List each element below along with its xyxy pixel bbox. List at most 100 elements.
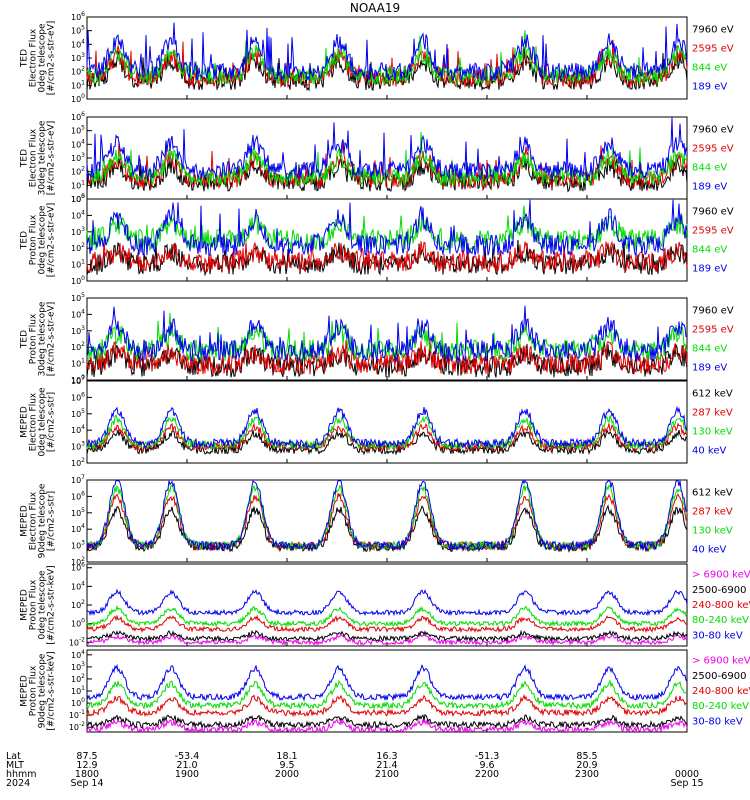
- footer-row-label: Lat: [6, 751, 21, 762]
- y-tick-label: 104: [71, 649, 85, 660]
- y-tick-label: 105: [71, 408, 85, 419]
- y-tick-label: 105: [71, 25, 85, 36]
- legend-entry: 7960 eV: [692, 207, 734, 218]
- footer-cell: 18.1: [276, 751, 297, 762]
- panel-4: 105 104 103 102 101 100 TEDProton Flux30deg te…: [20, 292, 734, 385]
- legend-entry: 30-80 keV: [692, 630, 743, 641]
- y-tick-label: 102: [71, 556, 85, 567]
- panel-2: 106 105 104 103 102 101 100 TEDElectron Flux30d…: [20, 111, 734, 204]
- y-tick-label: 102: [71, 341, 85, 352]
- y-tick-label: 101: [71, 358, 85, 369]
- footer-cell: 87.5: [76, 751, 97, 762]
- panel-3: 105 104 103 102 101 100 TEDProton Flux0deg tel…: [20, 193, 734, 286]
- y-tick-label: 103: [71, 540, 85, 551]
- series-0-trace: [86, 237, 688, 277]
- legend-entry: 612 keV: [692, 488, 733, 499]
- y-axis-label: TEDElectron Flux0deg telescope[#/cm2-s-s…: [20, 21, 57, 96]
- footer-cell: 2000: [275, 769, 299, 780]
- series-4-trace: [86, 588, 688, 617]
- footer-cell: 2200: [475, 769, 499, 780]
- footer-cell: Sep 14: [70, 778, 103, 789]
- legend-entry: 2595 eV: [692, 44, 734, 55]
- footer-row-label: MLT: [6, 760, 24, 771]
- series-3-trace: [86, 117, 688, 180]
- series-3-trace: [86, 604, 688, 628]
- series-2-trace: [87, 312, 688, 363]
- legend-entry: 2500-6900: [692, 671, 747, 682]
- y-axis-label: TEDElectron Flux30deg telescope[#/cm2-s-…: [20, 120, 57, 195]
- series-1-trace: [86, 629, 688, 643]
- y-tick-label: 100: [71, 193, 85, 204]
- y-axis-label: TEDProton Flux30deg telescope[#/cm2-s-st…: [20, 301, 57, 376]
- series-4-trace: [86, 663, 688, 702]
- y-axis-label: MEPEDElectron Flux90deg telescope[#/cm2-…: [20, 483, 57, 558]
- y-tick-label: 105: [71, 507, 85, 518]
- footer-cell: 21.4: [376, 760, 397, 771]
- legend-entry: > 6900 keV: [692, 570, 750, 581]
- y-tick-label: 104: [71, 523, 85, 534]
- y-tick-label: 100: [71, 618, 85, 629]
- footer-cell: 85.5: [576, 751, 597, 762]
- y-tick-label: 106: [71, 562, 85, 573]
- chart-title: NOAA19: [350, 1, 400, 15]
- y-tick-label: 102: [71, 166, 85, 177]
- y-tick-label: 100: [71, 275, 85, 286]
- legend-entry: 287 keV: [692, 507, 733, 518]
- y-tick-label: 107: [71, 474, 85, 485]
- series-2-trace: [86, 614, 688, 634]
- y-tick-label: 103: [71, 441, 85, 452]
- y-tick-label: 106: [71, 490, 85, 501]
- footer-cell: 2100: [375, 769, 399, 780]
- y-tick-label: 107: [71, 375, 85, 386]
- series-2-trace: [86, 131, 688, 188]
- legend-entry: 844 eV: [692, 245, 727, 256]
- legend-entry: 189 eV: [692, 264, 727, 275]
- footer-row-label: 2024: [6, 778, 30, 789]
- y-tick-label: 102: [71, 673, 85, 684]
- footer-cell: 9.5: [279, 760, 294, 771]
- legend-entry: 130 keV: [692, 427, 733, 438]
- y-tick-label: 104: [71, 424, 85, 435]
- y-tick-label: 104: [71, 580, 85, 591]
- y-tick-label: 100: [71, 93, 85, 104]
- legend-entry: 2500-6900: [692, 585, 747, 596]
- y-tick-label: 102: [71, 457, 85, 468]
- legend-entry: 287 keV: [692, 408, 733, 419]
- y-tick-label: 105: [71, 193, 85, 204]
- series-1-trace: [86, 240, 688, 273]
- y-tick-label: 104: [71, 138, 85, 149]
- legend-entry: 189 eV: [692, 363, 727, 374]
- footer-cell: 1800: [75, 769, 99, 780]
- series-0-trace: [86, 633, 688, 647]
- panel-7: 106 104 102 100 10-2 MEPEDProton Flux0deg tel…: [20, 562, 750, 648]
- legend-entry: 844 eV: [692, 63, 727, 74]
- y-tick-label: 102: [71, 66, 85, 77]
- y-tick-label: 105: [71, 125, 85, 136]
- y-tick-label: 103: [71, 152, 85, 163]
- footer-cell: 1900: [175, 769, 199, 780]
- footer-row-label: hhmm: [6, 769, 37, 780]
- footer-cell: Sep 15: [670, 778, 703, 789]
- series-2-trace: [86, 205, 688, 252]
- y-tick-label: 102: [71, 242, 85, 253]
- y-tick-label: 102: [71, 599, 85, 610]
- series-2-trace: [86, 693, 688, 718]
- y-tick-label: 101: [71, 685, 85, 696]
- y-tick-label: 104: [71, 209, 85, 220]
- footer-cell: -51.3: [475, 751, 500, 762]
- y-tick-label: 104: [71, 38, 85, 49]
- y-axis-label: MEPEDProton Flux90deg telescope[#/cm2-s-…: [20, 651, 57, 730]
- series-3-trace: [86, 22, 688, 82]
- y-tick-label: 101: [71, 79, 85, 90]
- panel-frame: [86, 563, 688, 647]
- y-tick-label: 10-2: [69, 721, 85, 732]
- legend-entry: 189 eV: [692, 182, 727, 193]
- footer-cell: 0000: [675, 769, 699, 780]
- footer-cell: 12.9: [76, 760, 97, 771]
- y-tick-label: 103: [71, 226, 85, 237]
- footer-cell: 21.0: [176, 760, 197, 771]
- series-3-trace: [86, 305, 688, 363]
